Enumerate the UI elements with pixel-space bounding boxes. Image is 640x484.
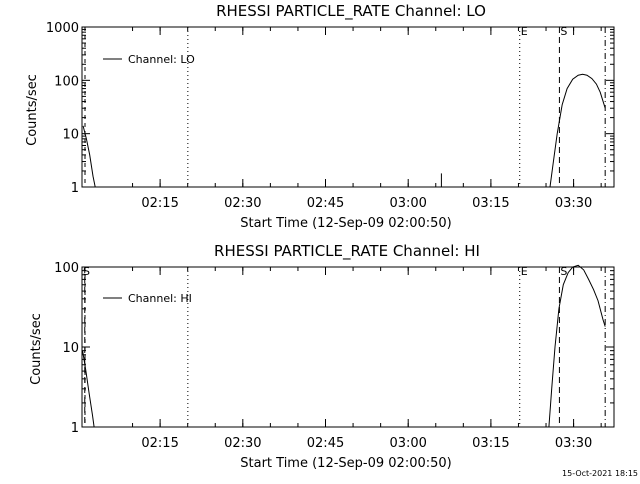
chart-title-lo: RHESSI PARTICLE_RATE Channel: LO — [216, 2, 486, 21]
x-tick-label: 02:45 — [307, 436, 344, 451]
legend-label-hi: Channel: HI — [128, 292, 192, 305]
series-line-0 — [82, 350, 95, 428]
x-tick-label: 03:30 — [555, 196, 592, 211]
chart-title-hi: RHESSI PARTICLE_RATE Channel: HI — [214, 242, 480, 261]
plot-frame — [81, 266, 615, 428]
x-tick-label: 03:15 — [472, 436, 509, 451]
x-tick-label: 03:30 — [555, 436, 592, 451]
series-line-0 — [82, 125, 96, 188]
flag-label: E — [521, 25, 528, 38]
x-tick-label: 02:30 — [224, 196, 261, 211]
y-tick-label: 10 — [62, 128, 79, 143]
legend-label-lo: Channel: LO — [128, 53, 195, 66]
x-tick-label: 03:00 — [389, 196, 426, 211]
y-tick-label: 1 — [71, 421, 79, 436]
y-tick-label: 10 — [62, 341, 79, 356]
series-line-1 — [548, 264, 606, 428]
y-tick-label: 100 — [54, 261, 79, 276]
x-axis-label-lo: Start Time (12-Sep-09 02:00:50) — [240, 216, 451, 231]
x-tick-label: 03:00 — [389, 436, 426, 451]
x-tick-label: 03:15 — [472, 196, 509, 211]
panel-hi: RHESSI PARTICLE_RATE Channel: HI Start T… — [29, 242, 615, 471]
x-axis-label-hi: Start Time (12-Sep-09 02:00:50) — [240, 456, 451, 471]
y-tick-label: 1 — [71, 181, 79, 196]
y-tick-label: 100 — [54, 74, 79, 89]
footer-timestamp: 15-Oct-2021 18:15 — [562, 469, 638, 478]
panel-lo: RHESSI PARTICLE_RATE Channel: LO Start T… — [25, 2, 615, 231]
y-tick-label: 1000 — [46, 21, 79, 36]
series-line-2 — [549, 73, 606, 188]
flag-label: S — [560, 265, 567, 278]
x-tick-label: 02:30 — [224, 436, 261, 451]
x-tick-label: 02:15 — [141, 196, 178, 211]
x-tick-label: 02:45 — [307, 196, 344, 211]
y-axis-label-lo: Counts/sec — [25, 74, 40, 146]
x-tick-label: 02:15 — [141, 436, 178, 451]
plot-frame — [81, 26, 615, 188]
y-axis-label-hi: Counts/sec — [29, 313, 44, 385]
flag-label: S — [83, 265, 90, 278]
flag-label: S — [560, 25, 567, 38]
flag-label: E — [521, 265, 528, 278]
